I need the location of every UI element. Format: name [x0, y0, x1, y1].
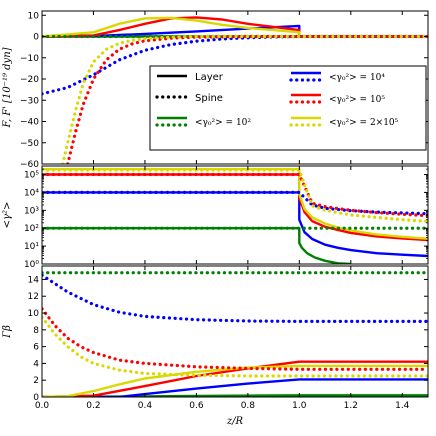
xtick-label-1: 0.2 [86, 401, 100, 411]
series-layer-2-3 [42, 364, 428, 397]
series-layer-1-2 [42, 173, 428, 242]
series-spine-0-5 [42, 34, 428, 96]
ylabel-1: <γ²> [2, 202, 13, 229]
ytick-label-1-0: 10⁰ [24, 260, 39, 270]
ytick-label-2-6: 12 [28, 292, 39, 302]
series-spine-1-7 [42, 168, 428, 223]
xtick-label-4: 0.8 [241, 401, 256, 411]
legend-label-0: Layer [195, 72, 224, 83]
series-spine-2-6 [42, 307, 428, 371]
panel-gamma-squared: 10⁰ 10¹ 10² 10³ 10⁴ 10⁵ <γ²> [2, 165, 429, 270]
plot-area-2 [42, 271, 428, 397]
series-spine-2-5 [42, 273, 428, 323]
legend-label-4: <γ₀²> = 10⁵ [329, 95, 385, 105]
axes-frame-2 [41, 265, 429, 398]
legend: Layer Spine <γ₀²> = 10² <γ₀²> = 10⁴ <γ₀²> = … [149, 65, 427, 151]
ytick-label-2-1: 2 [33, 376, 39, 386]
ytick-label-2-0: 0 [33, 393, 39, 403]
xtick-label-5: 1.0 [292, 401, 307, 411]
series-layer-2-1 [42, 378, 428, 397]
ytick-label-0-4: −30 [20, 96, 39, 106]
plot-area-0 [42, 16, 428, 164]
ytick-label-2-3: 6 [33, 343, 39, 353]
series-layer-1-1 [42, 191, 428, 258]
xtick-label-6: 1.2 [344, 401, 358, 411]
axes-frame-1 [41, 165, 429, 265]
axes-frame-0 [41, 10, 429, 165]
ylabel-2: Γβ [2, 325, 13, 339]
ytick-label-2-2: 4 [33, 359, 39, 369]
panel-gamma-beta: 0 2 4 6 8 10 12 14 0.0 0.2 0.4 0.6 0.8 1.0 1.2 1.4 Γβ z/R [2, 265, 429, 427]
ytick-label-2-5: 10 [28, 309, 40, 319]
ytick-label-0-5: −40 [20, 118, 39, 128]
xtick-label-3: 0.6 [189, 401, 204, 411]
plot-area-1 [42, 167, 428, 264]
series-spine-1-6 [42, 172, 428, 218]
ytick-label-0-0: 10 [28, 11, 40, 21]
ytick-label-1-1: 10¹ [24, 242, 39, 252]
ytick-label-1-5: 10⁵ [24, 171, 39, 181]
legend-label-5: <γ₀²> = 2×10⁵ [329, 118, 399, 128]
legend-label-2: <γ₀²> = 10² [195, 118, 251, 128]
ytick-label-0-1: 0 [33, 33, 39, 43]
series-layer-0-3 [42, 16, 428, 38]
ytick-label-1-3: 10³ [24, 206, 39, 216]
panel-force: 10 0 −10 −20 −30 −40 −50 −60 F, F' [10⁻¹⁹ dyn] [2, 10, 429, 170]
ytick-label-2-7: 14 [28, 275, 40, 285]
xlabel: z/R [226, 416, 244, 427]
series-spine-1-5 [42, 190, 428, 216]
series-spine-2-7 [42, 315, 428, 378]
ytick-label-0-7: −60 [20, 160, 39, 170]
ytick-label-0-2: −10 [20, 54, 39, 64]
xtick-label-7: 1.4 [395, 401, 410, 411]
ytick-label-1-4: 10⁴ [24, 188, 39, 198]
ytick-label-0-6: −50 [20, 139, 39, 149]
series-spine-0-6 [66, 34, 428, 164]
ytick-label-0-3: −20 [20, 75, 39, 85]
xtick-label-2: 0.4 [138, 401, 153, 411]
series-layer-1-0 [42, 226, 351, 264]
legend-label-1: Spine [195, 93, 223, 104]
series-layer-1-3 [42, 167, 428, 240]
legend-label-3: <γ₀²> = 10⁴ [329, 73, 385, 83]
ytick-label-2-4: 8 [33, 326, 39, 336]
legend-box [149, 65, 427, 151]
ylabel-0: F, F' [10⁻¹⁹ dyn] [2, 47, 13, 128]
xtick-label-0: 0.0 [35, 401, 50, 411]
ytick-label-1-2: 10² [24, 224, 39, 234]
